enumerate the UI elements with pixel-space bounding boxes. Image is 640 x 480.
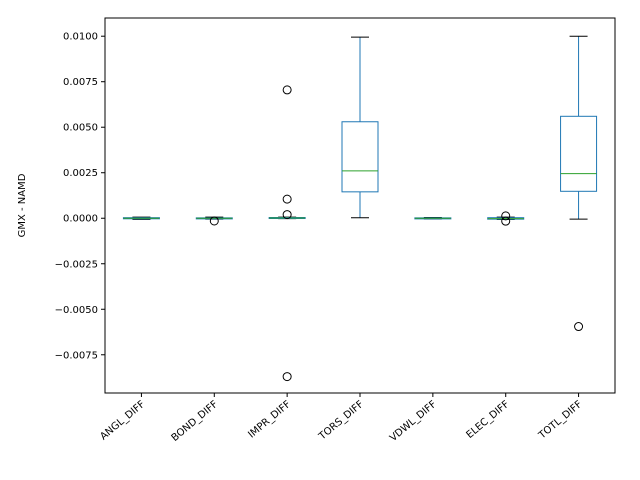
y-tick-label: 0.0100 bbox=[63, 32, 98, 43]
box-group-totl-diff bbox=[560, 35, 598, 332]
y-tick-label: −0.0050 bbox=[55, 305, 98, 316]
outlier-point bbox=[574, 322, 584, 332]
y-tick-label: −0.0075 bbox=[55, 350, 98, 361]
y-axis: −0.0075 −0.0050 −0.0025 0.0000 0.0025 0.0050 0… bbox=[55, 32, 105, 361]
outlier-point bbox=[282, 194, 292, 204]
outlier-point bbox=[501, 211, 511, 221]
iqr-box bbox=[341, 121, 379, 193]
outlier-point bbox=[501, 216, 511, 226]
box-group-impr-diff bbox=[268, 85, 306, 382]
y-tick-label: 0.0025 bbox=[63, 168, 98, 179]
outlier-point bbox=[282, 85, 292, 95]
y-tick-label: 0.0000 bbox=[63, 214, 98, 225]
y-tick-label: −0.0025 bbox=[55, 259, 98, 270]
plot-area bbox=[122, 35, 598, 382]
box-group-angl-diff bbox=[122, 216, 160, 220]
iqr-box bbox=[560, 115, 598, 192]
box-group-elec-diff bbox=[487, 211, 525, 226]
box-group-tors-diff bbox=[341, 36, 379, 219]
box-group-vdwl-diff bbox=[414, 217, 452, 220]
y-tick-label: 0.0075 bbox=[63, 77, 98, 88]
y-axis-label: GMX - NAMD bbox=[17, 173, 28, 237]
outlier-point bbox=[282, 372, 292, 382]
outlier-point bbox=[282, 210, 292, 220]
box-group-bond-diff bbox=[195, 216, 233, 226]
y-tick-label: 0.0050 bbox=[63, 123, 98, 134]
outlier-point bbox=[209, 216, 219, 226]
